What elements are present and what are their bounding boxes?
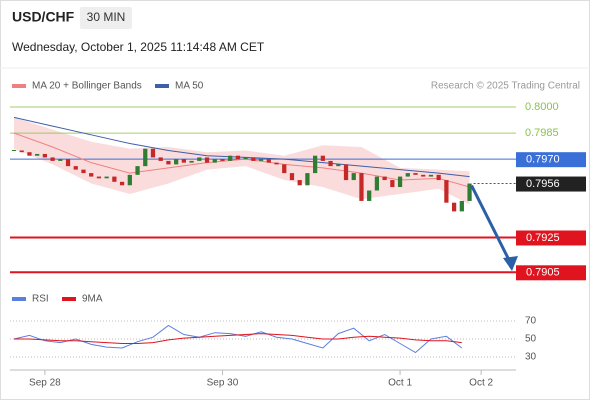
candle <box>359 173 364 201</box>
subtitle: Wednesday, October 1, 2025 11:14:48 AM C… <box>12 40 265 54</box>
candle <box>313 155 318 174</box>
candle <box>258 159 264 161</box>
candle <box>135 166 140 175</box>
candle <box>289 173 295 181</box>
candle <box>42 153 48 158</box>
level-label: 0.7905 <box>526 267 560 279</box>
candle <box>112 176 117 182</box>
candle <box>96 176 102 179</box>
x-tick-label: Sep 30 <box>207 378 239 389</box>
forecast-arrowhead <box>503 256 518 271</box>
candle <box>451 202 457 212</box>
candle <box>343 164 349 181</box>
candle <box>50 157 55 161</box>
candle <box>413 173 418 175</box>
candle <box>459 200 464 212</box>
candle <box>35 153 40 156</box>
candle <box>374 176 380 191</box>
candle <box>158 157 163 161</box>
legend-swatch <box>12 84 26 88</box>
level-label-box <box>516 176 586 192</box>
candle <box>228 155 233 161</box>
legend-swatch <box>155 84 169 88</box>
candle <box>212 159 217 163</box>
candle <box>89 173 94 177</box>
x-tick-label: Sep 28 <box>29 378 61 389</box>
candle <box>19 150 24 153</box>
level-label: 0.7925 <box>526 232 560 244</box>
candle <box>282 164 287 174</box>
level-label: 0.7970 <box>526 154 560 166</box>
candle <box>197 157 202 161</box>
candle <box>328 160 333 167</box>
level-label: 0.7985 <box>525 127 559 139</box>
interval: 30 MIN <box>87 10 126 24</box>
candle <box>444 180 449 203</box>
legend-swatch <box>62 297 76 301</box>
legend-label: MA 50 <box>175 81 204 92</box>
candle <box>166 160 171 165</box>
chart-title: USD/CHF <box>12 9 75 25</box>
candle <box>11 149 17 151</box>
level-label-box <box>516 265 586 281</box>
level-label: 0.7956 <box>526 178 560 190</box>
candle <box>274 162 279 165</box>
candle <box>143 148 148 167</box>
candle <box>58 159 63 161</box>
legend-label: MA 20 + Bollinger Bands <box>32 81 142 92</box>
candle <box>297 180 302 186</box>
candle <box>467 183 472 201</box>
candle <box>104 176 109 179</box>
candle <box>119 181 125 186</box>
candle <box>436 174 441 181</box>
candle <box>27 152 32 156</box>
x-tick-label: Oct 2 <box>469 378 493 389</box>
level-label-box <box>516 230 586 246</box>
candle <box>351 173 356 181</box>
y-tick-label: 70 <box>525 316 537 327</box>
candle <box>320 155 325 161</box>
candle <box>251 157 256 161</box>
candle <box>336 164 341 167</box>
candle <box>65 159 71 167</box>
candle <box>243 157 248 160</box>
candle <box>382 176 387 181</box>
candle <box>81 169 86 174</box>
candle <box>220 159 225 161</box>
legend-label: 9MA <box>82 294 103 305</box>
level-label: 0.8000 <box>525 101 559 113</box>
candle <box>181 159 186 163</box>
candle <box>428 174 434 177</box>
candle <box>367 190 372 201</box>
candle <box>305 173 310 186</box>
candle <box>73 166 78 170</box>
candle <box>397 176 403 188</box>
legend-label: RSI <box>32 294 49 305</box>
forecast-arrow <box>470 184 512 263</box>
interval-box <box>80 7 132 29</box>
candle <box>189 160 194 163</box>
rsi-line <box>14 333 462 344</box>
candle <box>421 174 426 177</box>
credit: Research © 2025 Trading Central <box>431 81 580 92</box>
candle <box>150 148 156 158</box>
candle <box>127 174 132 186</box>
candle <box>174 159 179 165</box>
x-tick-label: Oct 1 <box>388 378 412 389</box>
y-tick-label: 30 <box>525 352 537 363</box>
candle <box>266 159 271 163</box>
candle <box>235 155 241 160</box>
candle <box>204 157 210 163</box>
candle <box>390 180 395 188</box>
y-tick-label: 50 <box>525 334 537 345</box>
candle <box>405 173 410 177</box>
plot: 0.8000 0.7985 0.7970 0.7956 0.7925 0.7905 MA 2… <box>10 81 586 389</box>
level-label-box <box>516 152 586 168</box>
legend-swatch <box>12 297 26 301</box>
